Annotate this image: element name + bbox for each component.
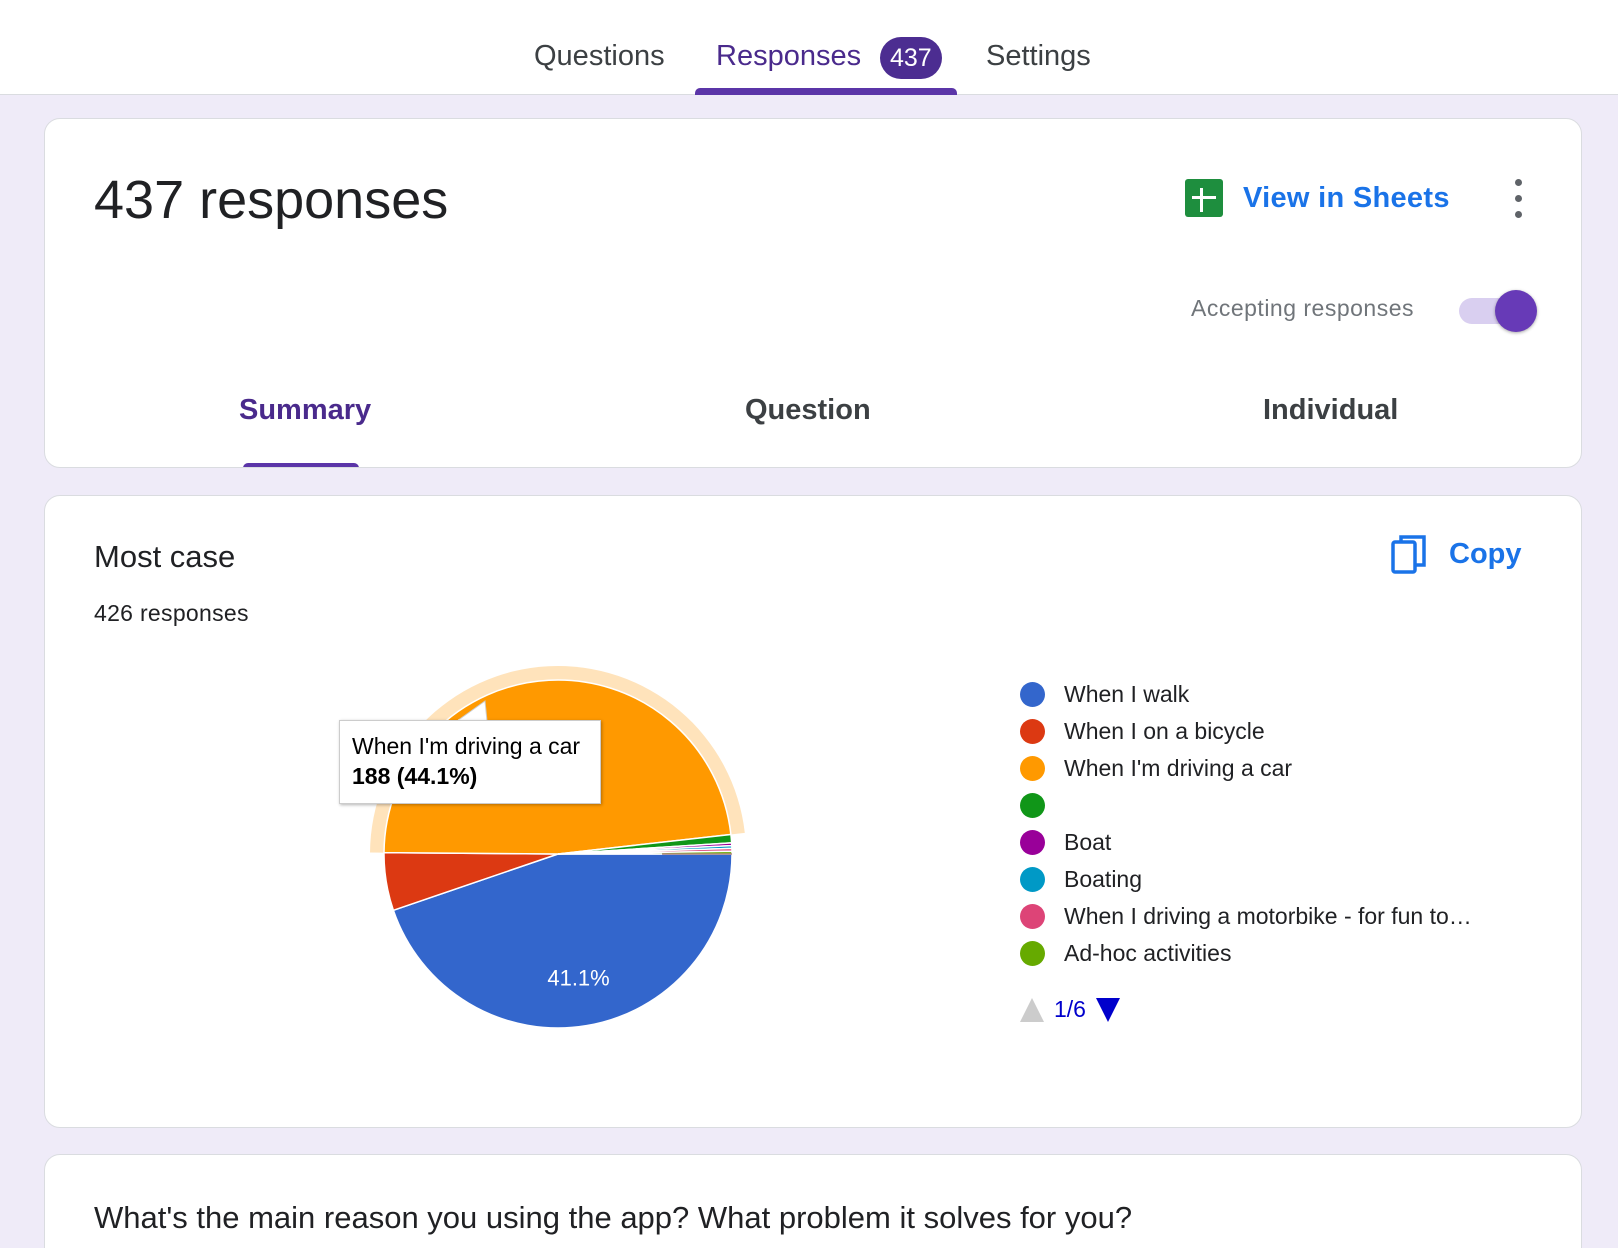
responses-title: 437 responses <box>94 170 449 230</box>
chart-legend: When I walk When I on a bicycle When I'm d… <box>1020 676 1472 972</box>
pie-chart: 41.1% <box>370 666 745 1029</box>
tab-responses[interactable]: Responses <box>716 40 862 72</box>
subtab-individual[interactable]: Individual <box>1263 394 1399 426</box>
legend-label: When I on a bicycle <box>1064 718 1265 744</box>
more-options-icon[interactable] <box>1507 179 1531 219</box>
legend-swatch-icon <box>1020 867 1045 892</box>
tooltip-tail <box>455 700 488 722</box>
view-in-sheets-button[interactable]: View in Sheets <box>1185 179 1450 217</box>
slice-percent-label: 41.1% <box>547 966 609 991</box>
view-in-sheets-label: View in Sheets <box>1243 181 1450 214</box>
top-nav: Questions Responses 437 Settings <box>0 0 1618 95</box>
copy-chart-button[interactable]: Copy <box>1391 534 1522 574</box>
legend-label: When I'm driving a car <box>1064 755 1293 781</box>
tab-settings[interactable]: Settings <box>986 40 1091 72</box>
subtab-indicator <box>243 463 359 467</box>
legend-item[interactable]: Boating <box>1020 861 1472 898</box>
legend-swatch-icon <box>1020 793 1045 818</box>
legend-item[interactable] <box>1020 787 1472 824</box>
tab-questions[interactable]: Questions <box>534 40 665 72</box>
responses-summary-card: 437 responses View in Sheets Accepting r… <box>44 118 1582 468</box>
legend-item[interactable]: When I'm driving a car <box>1020 750 1472 787</box>
pie-slice[interactable] <box>392 853 733 1029</box>
pager-down-icon[interactable] <box>1095 997 1120 1022</box>
pager-up-icon[interactable] <box>1020 997 1044 1022</box>
sheets-icon <box>1185 179 1223 217</box>
active-tab-indicator <box>695 88 957 95</box>
legend-item[interactable]: Boat <box>1020 824 1472 861</box>
legend-item[interactable]: Ad-hoc activities <box>1020 935 1472 972</box>
question-title: Most case <box>94 539 236 574</box>
legend-swatch-icon <box>1020 756 1045 781</box>
chart-tooltip: When I'm driving a car 188 (44.1%) <box>339 720 601 804</box>
question-chart-card: Most case 426 responses Copy 41.1% When … <box>44 495 1582 1128</box>
pager-text: 1/6 <box>1054 996 1086 1022</box>
copy-label: Copy <box>1449 537 1522 570</box>
subtab-summary[interactable]: Summary <box>239 394 372 426</box>
tooltip-label: When I'm driving a car <box>352 733 581 759</box>
legend-swatch-icon <box>1020 682 1045 707</box>
legend-label: When I driving a motorbike - for fun to… <box>1064 903 1472 929</box>
question-response-count: 426 responses <box>94 600 249 626</box>
legend-item[interactable]: When I walk <box>1020 676 1472 713</box>
next-question-title: What's the main reason you using the app… <box>94 1200 1133 1235</box>
subtab-question[interactable]: Question <box>745 394 871 426</box>
legend-item[interactable]: When I on a bicycle <box>1020 713 1472 750</box>
legend-item[interactable]: When I driving a motorbike - for fun to… <box>1020 898 1472 935</box>
tooltip-value: 188 (44.1%) <box>352 763 478 789</box>
legend-swatch-icon <box>1020 904 1045 929</box>
responses-count-badge: 437 <box>880 37 942 79</box>
legend-label: Boating <box>1064 866 1143 892</box>
accepting-responses-label: Accepting responses <box>1191 295 1415 321</box>
legend-pager: 1/6 <box>1020 996 1120 1023</box>
next-question-card: What's the main reason you using the app… <box>44 1154 1582 1248</box>
toggle-thumb <box>1495 290 1537 332</box>
legend-label: Ad-hoc activities <box>1064 940 1232 966</box>
legend-label: Boat <box>1064 829 1112 855</box>
legend-label: When I walk <box>1064 681 1190 707</box>
legend-swatch-icon <box>1020 719 1045 744</box>
legend-swatch-icon <box>1020 830 1045 855</box>
accepting-responses-toggle[interactable] <box>1459 289 1537 333</box>
legend-swatch-icon <box>1020 941 1045 966</box>
copy-icon <box>1391 535 1426 574</box>
